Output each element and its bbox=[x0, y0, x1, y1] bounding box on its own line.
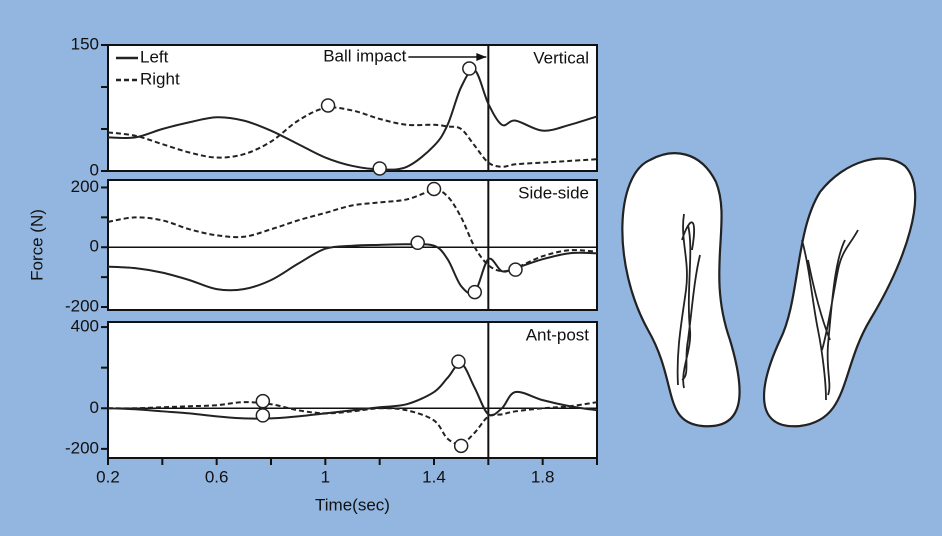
y-tick-label: -200 bbox=[65, 296, 99, 315]
panel-title: Ant-post bbox=[526, 325, 590, 344]
y-tick-label: 150 bbox=[71, 34, 99, 53]
y-tick-label: 0 bbox=[90, 160, 99, 179]
right-trace bbox=[801, 229, 859, 401]
arrow-head bbox=[476, 53, 487, 61]
panel-title: Vertical bbox=[533, 48, 589, 67]
x-tick-label: 1.4 bbox=[422, 467, 446, 486]
x-tick-label: 1 bbox=[321, 467, 330, 486]
legend-label: Left bbox=[140, 47, 169, 66]
series-line bbox=[107, 106, 598, 168]
y-tick-label: 0 bbox=[90, 237, 99, 256]
footprints bbox=[621, 152, 917, 428]
right-foot bbox=[762, 157, 917, 428]
event-marker bbox=[453, 438, 469, 454]
plot-area bbox=[107, 321, 598, 459]
left-trace bbox=[676, 213, 701, 389]
event-marker bbox=[320, 98, 336, 113]
series-line bbox=[107, 401, 598, 446]
event-marker bbox=[462, 61, 477, 76]
event-marker bbox=[467, 284, 482, 300]
panel-title: Side-side bbox=[518, 183, 589, 202]
event-marker bbox=[451, 354, 466, 369]
legend-label: Right bbox=[140, 69, 180, 88]
y-tick-label: 0 bbox=[90, 398, 99, 417]
y-tick-label: -200 bbox=[65, 438, 99, 457]
y-tick-label: 400 bbox=[71, 317, 99, 336]
event-marker bbox=[410, 235, 425, 251]
event-marker bbox=[255, 408, 271, 423]
y-tick-label: 200 bbox=[71, 177, 99, 196]
series-line bbox=[107, 68, 598, 171]
annotation: Ball impact bbox=[323, 46, 406, 65]
series-line bbox=[107, 189, 598, 273]
event-marker bbox=[508, 262, 523, 277]
x-tick-label: 0.2 bbox=[96, 467, 120, 486]
x-tick-label: 1.8 bbox=[531, 467, 555, 486]
x-axis-label: Time(sec) bbox=[315, 495, 390, 514]
left-foot bbox=[621, 152, 741, 428]
plot-area bbox=[107, 44, 598, 172]
series-line bbox=[107, 362, 598, 420]
x-tick-label: 0.6 bbox=[205, 467, 229, 486]
event-marker bbox=[372, 161, 387, 176]
y-axis-label: Force (N) bbox=[27, 209, 46, 281]
event-marker bbox=[426, 181, 442, 197]
event-marker bbox=[255, 393, 271, 409]
